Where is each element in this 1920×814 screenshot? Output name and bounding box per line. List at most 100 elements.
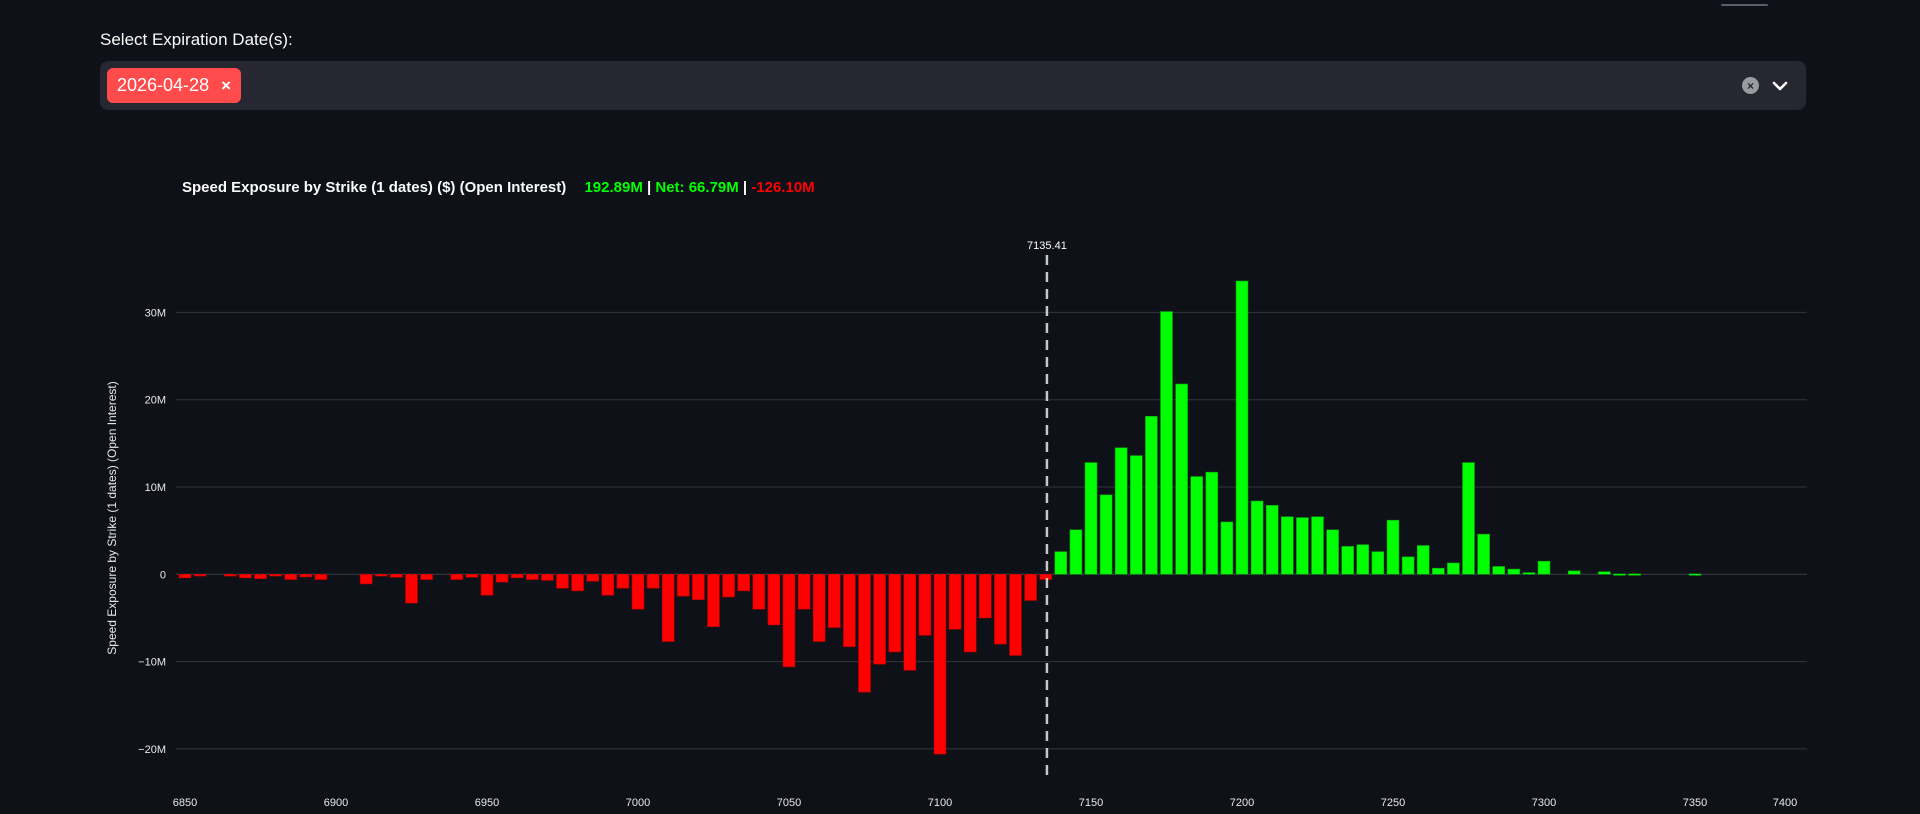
negative-bar xyxy=(646,573,660,589)
x-tick-label: 7200 xyxy=(1230,797,1254,809)
negative-bar xyxy=(918,573,932,636)
negative-bar xyxy=(737,573,751,592)
title-separator: | xyxy=(646,179,652,196)
expiration-date-multiselect[interactable]: 2026-04-28 × × xyxy=(100,61,1806,110)
chip-remove-icon[interactable]: × xyxy=(221,75,232,95)
negative-bar xyxy=(722,573,735,598)
negative-bar xyxy=(510,573,524,579)
positive-bar xyxy=(1326,529,1339,575)
negative-bar xyxy=(405,573,418,604)
negative-bar xyxy=(978,573,992,619)
negative-bar xyxy=(495,573,509,583)
negative-total: -126.10M xyxy=(751,179,815,196)
positive-bar xyxy=(1160,311,1173,575)
x-tick-label: 6850 xyxy=(173,797,197,809)
negative-bar xyxy=(994,573,1007,645)
positive-bar xyxy=(1114,447,1128,575)
negative-bar xyxy=(359,573,373,585)
spot-price-line: 7135.41 xyxy=(1027,240,1067,782)
chart-title-text: Speed Exposure by Strike (1 dates) ($) (… xyxy=(182,179,567,196)
top-divider xyxy=(1721,4,1768,6)
y-tick-label: 10M xyxy=(145,482,166,494)
positive-bar xyxy=(1401,556,1415,575)
negative-bar xyxy=(556,573,569,589)
negative-bar xyxy=(525,573,539,580)
negative-bar xyxy=(480,573,494,596)
negative-bar xyxy=(797,573,811,610)
positive-bar xyxy=(1628,573,1641,576)
negative-bar xyxy=(873,573,886,665)
negative-bar xyxy=(254,573,267,579)
y-tick-label: 0 xyxy=(160,569,166,581)
positive-bar xyxy=(1190,476,1203,575)
gridlines xyxy=(176,311,1807,750)
negative-bar xyxy=(601,573,615,596)
positive-bar xyxy=(1281,516,1294,575)
positive-bar xyxy=(1356,544,1370,575)
x-tick-label: 6900 xyxy=(324,797,348,809)
negative-bar xyxy=(586,573,600,582)
chart-title: Speed Exposure by Strike (1 dates) ($) (… xyxy=(182,179,815,196)
positive-bar xyxy=(1567,570,1581,575)
negative-bar xyxy=(843,573,856,648)
negative-bar xyxy=(782,573,796,668)
x-tick-label: 7400 xyxy=(1773,797,1797,809)
positive-bar xyxy=(1522,572,1536,575)
x-tick-label: 7150 xyxy=(1079,797,1103,809)
bars xyxy=(178,280,1702,755)
negative-bar xyxy=(284,573,298,580)
negative-bar xyxy=(390,573,403,578)
negative-bar xyxy=(858,573,871,693)
x-tick-label: 7050 xyxy=(777,797,801,809)
positive-bar xyxy=(1054,551,1068,575)
chevron-down-icon[interactable] xyxy=(1770,76,1790,96)
x-tick-label: 7000 xyxy=(626,797,650,809)
negative-bar xyxy=(314,573,328,580)
negative-bar xyxy=(224,573,237,577)
positive-bar xyxy=(1175,383,1188,575)
negative-bar xyxy=(692,573,705,600)
positive-bar xyxy=(1069,529,1083,575)
negative-bar xyxy=(269,573,282,577)
positive-bar xyxy=(1537,560,1551,575)
positive-bar xyxy=(1477,533,1490,575)
x-tick-label: 7100 xyxy=(928,797,952,809)
negative-bar xyxy=(178,573,192,579)
negative-bar xyxy=(1009,573,1022,656)
positive-bar xyxy=(1341,546,1354,575)
positive-bar xyxy=(1145,415,1158,575)
negative-bar xyxy=(752,573,766,610)
net-total: Net: 66.79M xyxy=(655,179,739,196)
negative-bar xyxy=(193,573,207,577)
positive-bar xyxy=(1250,500,1264,575)
negative-bar xyxy=(948,573,962,630)
positive-bar xyxy=(1205,471,1219,575)
y-tick-label: 20M xyxy=(145,395,166,407)
positive-bar xyxy=(1688,573,1702,576)
positive-bar xyxy=(1507,568,1521,575)
positive-bar xyxy=(1462,462,1475,575)
negative-bar xyxy=(827,573,841,628)
positive-bar xyxy=(1613,573,1626,576)
y-tick-label: −10M xyxy=(138,657,166,669)
negative-bar xyxy=(541,573,554,581)
negative-bar xyxy=(299,573,313,578)
positive-total: 192.89M xyxy=(584,179,643,196)
positive-bar xyxy=(1099,494,1113,575)
negative-bar xyxy=(661,573,675,642)
positive-bar xyxy=(1235,280,1249,575)
positive-bar xyxy=(1296,517,1309,575)
y-tick-label: 30M xyxy=(145,307,166,319)
negative-bar xyxy=(374,573,388,577)
negative-bar xyxy=(616,573,630,589)
negative-bar xyxy=(239,573,252,579)
x-axis-ticks: 6850 6900 6950 7000 7050 7100 7150 7200 7250 7300… xyxy=(173,797,1797,809)
clear-all-icon[interactable]: × xyxy=(1742,77,1759,94)
negative-bar xyxy=(767,573,781,626)
positive-bar xyxy=(1220,521,1234,575)
expiration-select-label: Select Expiration Date(s): xyxy=(100,30,293,49)
positive-bar xyxy=(1447,562,1460,575)
selected-date-chip: 2026-04-28 × xyxy=(107,68,242,103)
title-separator: | xyxy=(742,179,748,196)
